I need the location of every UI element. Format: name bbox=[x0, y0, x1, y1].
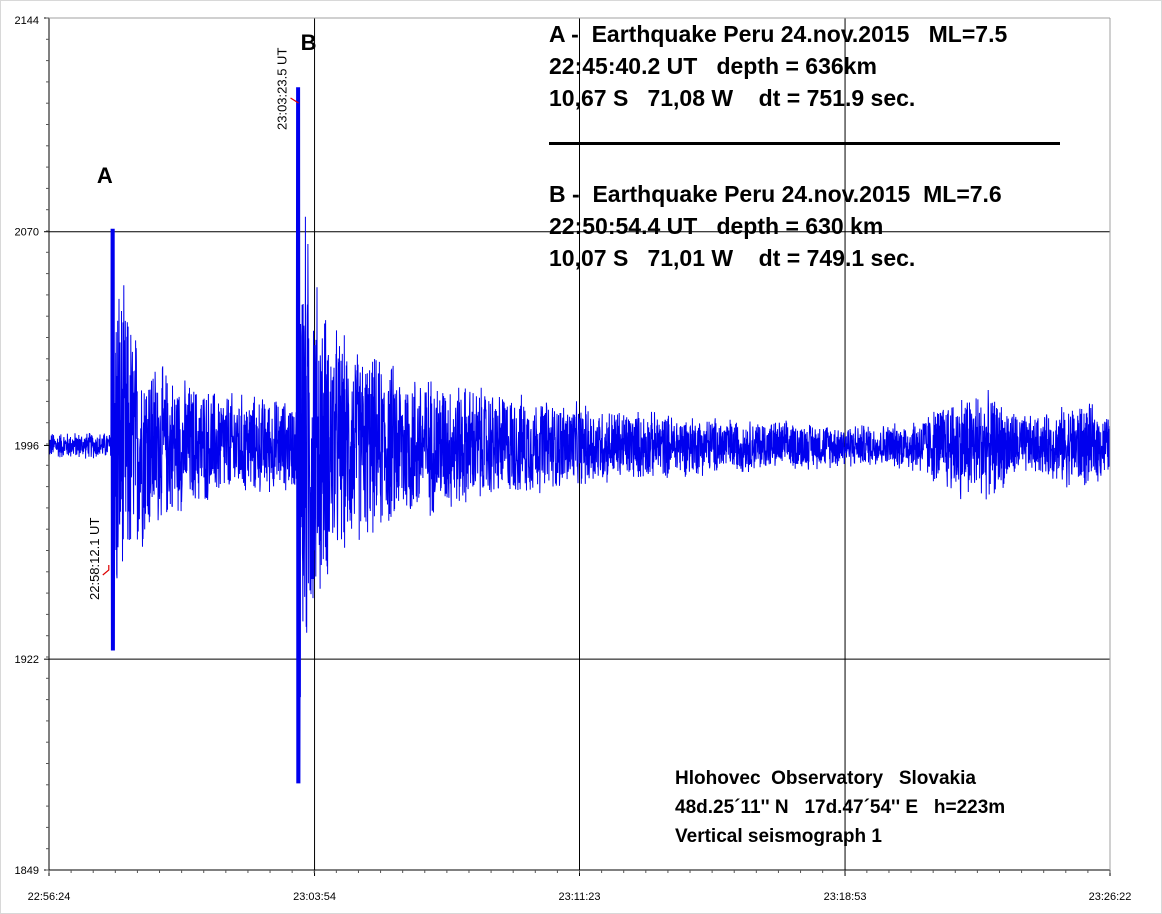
y-tick-label: 2144 bbox=[15, 15, 39, 27]
event-a-line-3: 10,67 S 71,08 W dt = 751.9 sec. bbox=[549, 85, 916, 111]
seismogram-trace bbox=[48, 87, 1111, 784]
event-a-line-1: A - Earthquake Peru 24.nov.2015 ML=7.5 bbox=[549, 21, 1008, 47]
event-letter-a: A bbox=[97, 163, 113, 188]
y-tick-label: 1922 bbox=[15, 654, 39, 666]
arrival-marker-b bbox=[290, 97, 299, 104]
arrival-marker-a bbox=[102, 565, 110, 576]
instrument-name: Vertical seismograph 1 bbox=[675, 826, 882, 847]
event-b-line-3: 10,07 S 71,01 W dt = 749.1 sec. bbox=[549, 245, 916, 271]
trace-layer bbox=[48, 87, 1111, 784]
x-tick-label: 23:11:23 bbox=[558, 891, 600, 903]
event-letter-b: B bbox=[301, 30, 317, 55]
arrival-label-a: 22:58:12.1 UT bbox=[87, 518, 102, 600]
x-tick-label: 23:18:53 bbox=[824, 891, 867, 903]
observatory-name: Hlohovec Observatory Slovakia bbox=[675, 768, 976, 789]
axis-layer: 2144 2070 1996 1922 1849 22:56:24 23:03:54 23:1… bbox=[15, 15, 1132, 903]
x-tick-label: 23:03:54 bbox=[293, 891, 336, 903]
event-b-line-1: B - Earthquake Peru 24.nov.2015 ML=7.6 bbox=[549, 181, 1002, 207]
info-divider bbox=[549, 142, 1060, 145]
event-a-line-2: 22:45:40.2 UT depth = 636km bbox=[549, 53, 877, 79]
arrival-label-b: 23:03:23.5 UT bbox=[275, 48, 290, 130]
event-b-line-2: 22:50:54.4 UT depth = 630 km bbox=[549, 213, 884, 239]
observatory-coordinates: 48d.25´11'' N 17d.47´54'' E h=223m bbox=[675, 797, 1006, 818]
x-tick-label: 22:56:24 bbox=[28, 891, 71, 903]
y-tick-label: 2070 bbox=[15, 227, 39, 239]
y-tick-label: 1849 bbox=[15, 865, 39, 877]
grid-layer bbox=[49, 18, 1110, 870]
x-tick-label: 23:26:22 bbox=[1089, 891, 1132, 903]
y-tick-label: 1996 bbox=[15, 440, 39, 452]
annotation-layer: A B 22:58:12.1 UT 23:03:23.5 UT bbox=[87, 30, 317, 600]
